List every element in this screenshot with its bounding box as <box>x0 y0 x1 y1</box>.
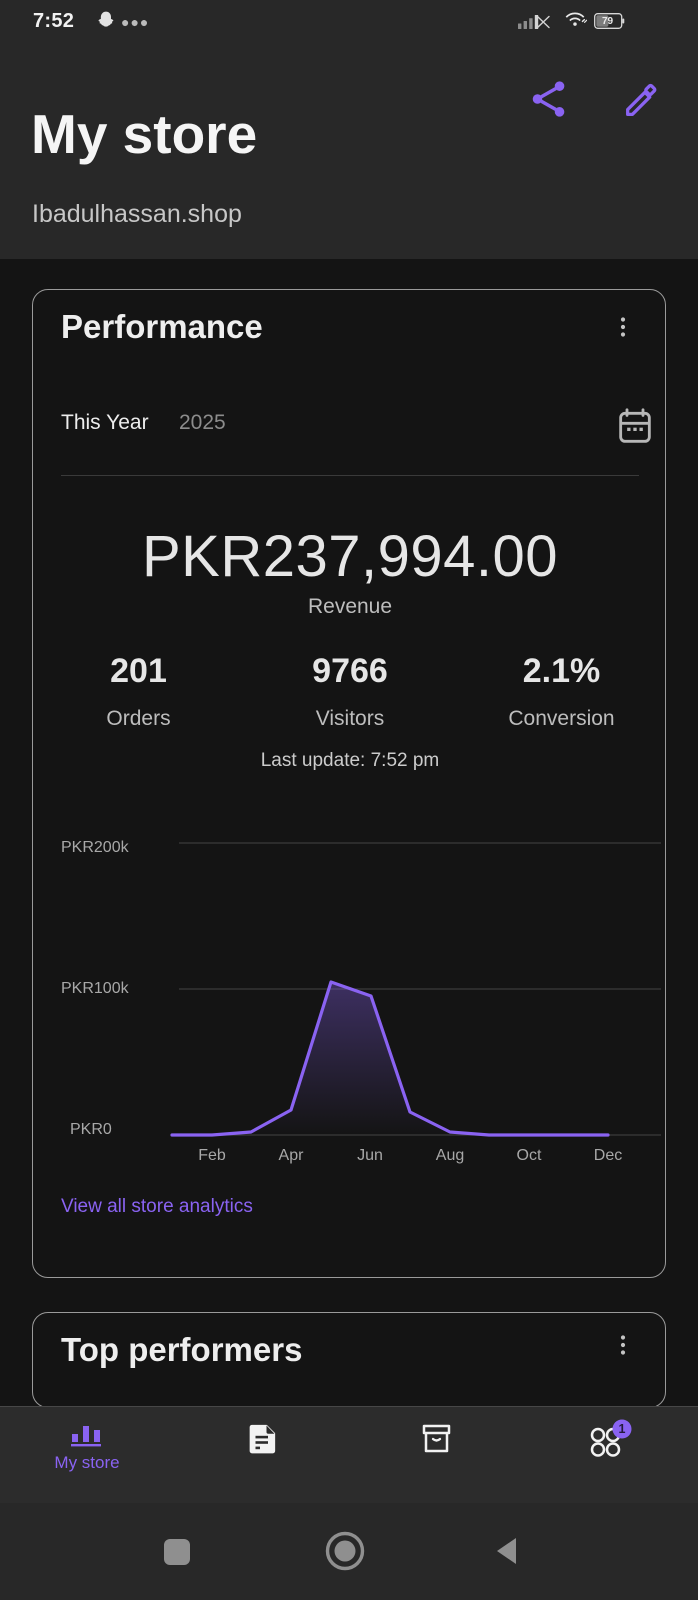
svg-text:1: 1 <box>619 1422 626 1436</box>
